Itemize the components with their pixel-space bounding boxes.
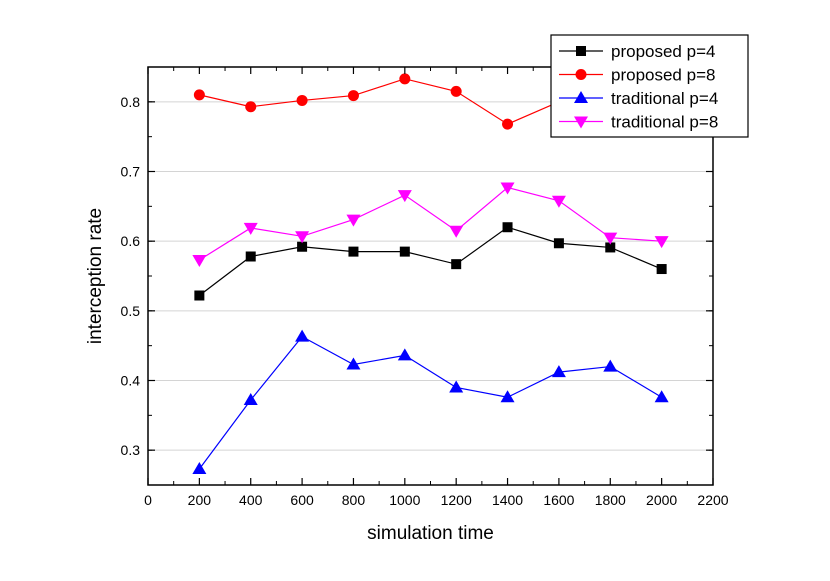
data-point [654, 390, 669, 403]
data-point [654, 236, 669, 249]
data-point [656, 264, 667, 275]
x-tick-label: 800 [342, 492, 366, 508]
data-point [297, 241, 308, 252]
x-tick-label: 1000 [389, 492, 420, 508]
data-point [450, 85, 462, 97]
legend-marker [574, 91, 588, 103]
data-point [346, 214, 361, 227]
legend-entry: proposed p=8 [559, 66, 715, 85]
y-tick-label: 0.8 [121, 94, 141, 110]
y-axis-label: interception rate [85, 208, 106, 344]
series-line [199, 186, 662, 261]
data-point [451, 259, 462, 270]
data-point [193, 89, 205, 101]
data-point [551, 365, 566, 378]
data-point [296, 94, 308, 106]
legend-label: proposed p=4 [611, 42, 715, 61]
data-point [243, 393, 258, 406]
x-tick-label: 200 [188, 492, 212, 508]
data-point [192, 461, 207, 474]
x-tick-label: 400 [239, 492, 263, 508]
data-point [449, 380, 464, 393]
x-axis-label: simulation time [367, 523, 494, 544]
data-point [245, 251, 256, 262]
legend-entry: traditional p=4 [559, 89, 718, 108]
data-point [347, 90, 359, 102]
data-point [243, 222, 258, 235]
data-point [605, 242, 616, 253]
legend-label: traditional p=8 [611, 113, 718, 132]
data-point [603, 359, 618, 372]
data-point [194, 290, 205, 301]
legend-label: proposed p=8 [611, 66, 715, 85]
x-tick-label: 1600 [543, 492, 574, 508]
series-line [199, 226, 662, 296]
data-point [397, 190, 412, 203]
x-tick-label: 2200 [697, 492, 728, 508]
y-tick-label: 0.3 [121, 442, 141, 458]
data-point [502, 118, 514, 130]
data-point [295, 231, 310, 244]
data-point [348, 246, 359, 257]
data-point [603, 232, 618, 245]
x-tick-label: 1400 [492, 492, 523, 508]
series-4 [192, 182, 669, 267]
series-3 [192, 329, 669, 474]
y-tick-label: 0.7 [121, 164, 141, 180]
legend-entry: traditional p=8 [559, 113, 718, 132]
x-tick-label: 600 [290, 492, 314, 508]
data-point [399, 73, 411, 85]
y-tick-label: 0.6 [121, 233, 141, 249]
data-point [553, 238, 564, 249]
data-point [346, 357, 361, 370]
data-point [500, 182, 515, 195]
data-point [192, 254, 207, 267]
x-tick-label: 1200 [441, 492, 472, 508]
data-point [449, 225, 464, 238]
data-point [500, 390, 515, 403]
legend-marker [576, 46, 586, 56]
data-point [397, 348, 412, 361]
legend: proposed p=4 proposed p=8 traditional p=4 t… [550, 34, 749, 138]
x-tick-label: 2000 [646, 492, 677, 508]
data-point [502, 222, 513, 233]
data-point [399, 246, 410, 257]
x-tick-label: 0 [144, 492, 152, 508]
legend-entry: proposed p=4 [559, 42, 715, 61]
data-point [551, 195, 566, 208]
data-point [295, 329, 310, 342]
legend-marker [575, 69, 587, 80]
data-point [245, 101, 257, 113]
series-1 [194, 222, 667, 301]
legend-label: traditional p=4 [611, 89, 718, 108]
y-tick-label: 0.4 [121, 373, 141, 389]
legend-marker [574, 116, 588, 129]
x-tick-label: 1800 [595, 492, 626, 508]
grid-lines [148, 101, 713, 451]
series-line [198, 335, 662, 470]
axis-ticks: 0 200 400 600 800 1000 1200 1400 1600 1800 2000 220… [121, 66, 729, 508]
y-tick-label: 0.5 [121, 303, 141, 319]
